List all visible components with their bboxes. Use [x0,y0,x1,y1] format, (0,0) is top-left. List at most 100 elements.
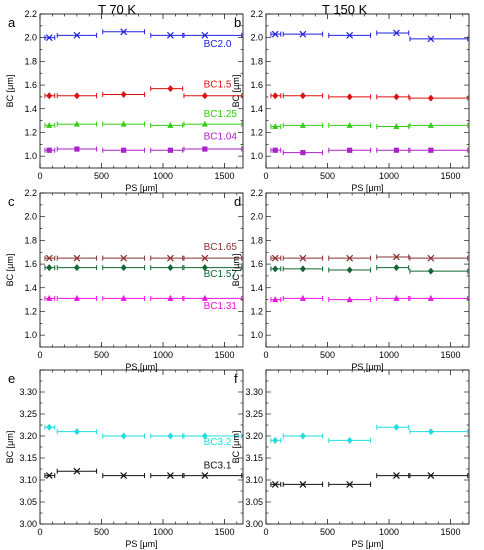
panel-b-data-point [346,121,353,128]
panel-c-data-point [120,264,127,272]
panel-c-y-axis-label: BC [μm] [5,254,15,287]
panel-b-y-tick-label: 1.0 [250,151,263,161]
panel-d-data-point [427,294,434,301]
panel-a-y-tick-label: 1.0 [24,151,37,161]
panel-b-y-tick-label: 2.0 [250,33,263,43]
panel-d-x-tick-label: 1500 [441,350,461,360]
panel-d-letter: d [234,194,241,209]
column-title-150k: T 150 K [322,2,368,17]
panel-d-data-point [299,294,306,301]
panel-c-frame [39,192,244,348]
panel-c-y-tick-label: 2.0 [24,212,37,222]
panel-a-data-point [46,121,53,128]
panel-b-data-point [272,123,279,130]
panel-b-y-tick-label: 1.2 [250,127,263,137]
panel-d-data-point [346,296,353,303]
panel-f-data-point [299,432,306,440]
panel-c-x-tick-label: 1500 [215,350,235,360]
panel-e-data-point [45,472,53,480]
panel-f-data-point [271,480,279,488]
panel-d-y-axis-label: BC [μm] [231,254,241,287]
panel-d-frame [265,192,470,348]
panel-e-y-tick-label: 3.25 [19,409,37,419]
panel-a-data-point [120,120,127,127]
panel-a-data-point [167,147,174,153]
panel-b-data-point [346,31,354,39]
panel-c-data-point [73,264,80,272]
panel-b-data-point [271,30,279,38]
panel-b-data-point [300,150,306,156]
panel-b-x-tick-label: 500 [320,171,335,181]
panel-a-x-tick-label: 0 [37,171,42,181]
panel-b-data-point [393,123,400,130]
panel-f-y-tick-label: 3.25 [245,409,263,419]
panel-c-data-point [73,294,80,301]
panel-e-y-tick-label: 3.30 [19,387,37,397]
panel-d-data-point [346,254,354,262]
panel-e-x-tick-label: 0 [37,527,42,537]
panel-b-y-tick-label: 1.6 [250,80,263,90]
panel-f-data-point [427,428,434,436]
panel-b-data-point [299,30,307,38]
panel-f-y-tick-label: 3.15 [245,453,263,463]
panel-c-y-tick-label: 2.2 [24,188,37,198]
panel-a-data-point [167,121,174,128]
panel-c-y-tick-label: 1.8 [24,235,37,245]
panel-a-data-point [46,92,53,100]
panel-c-x-tick-label: 1000 [153,350,173,360]
panel-a-letter: a [8,15,16,30]
panel-c-data-point [201,294,208,301]
panel-b-x-tick-label: 1000 [379,171,399,181]
panel-a-series-label: BC1.5 [204,79,232,90]
panel-b-y-tick-label: 1.8 [250,56,263,66]
panel-a-y-tick-label: 1.2 [24,127,37,137]
panel-c-series-label: BC1.65 [204,242,238,253]
panel-a-x-tick-label: 1000 [153,171,173,181]
column-title-70k: T 70 K [98,2,137,17]
panel-c-data-point [73,254,81,262]
panel-d-data-point [272,296,279,303]
panel-c-data-point [45,254,53,262]
panel-a-y-tick-label: 1.4 [24,104,37,114]
panel-c-y-tick-label: 1.2 [24,306,37,316]
panel-f-x-tick-label: 1500 [441,527,461,537]
panel-d-y-tick-label: 1.2 [250,306,263,316]
panel-a-x-tick-label: 500 [94,171,109,181]
panel-c-x-tick-label: 500 [94,350,109,360]
panel-b-data-point [427,94,434,102]
panel-a-x-tick-label: 1500 [215,171,235,181]
panel-d-x-tick-label: 500 [320,350,335,360]
panel-e-data-point [120,472,128,480]
panel-a-x-axis-label: PS [μm] [125,183,157,193]
panel-e-y-tick-label: 3.20 [19,431,37,441]
panel-a-series-label: BC2.0 [204,39,232,50]
panel-d-data-point [427,254,435,262]
panel-f-x-axis-label: PS [μm] [351,539,383,549]
panel-e-data-point [166,472,174,480]
panel-e-data-point [120,432,127,440]
panel-f-y-tick-label: 3.05 [245,497,263,507]
panel-e-letter: e [8,371,15,386]
panel-e-data-point [73,428,80,436]
panel-a-data-point [73,120,80,127]
panel-f-x-tick-label: 1000 [379,527,399,537]
panel-e-x-tick-label: 500 [94,527,109,537]
panel-c-data-point [201,254,209,262]
panel-a-data-point [46,147,52,153]
panel-f-letter: f [234,371,238,386]
panel-d-data-point [393,294,400,301]
panel-a-data-point [202,146,208,152]
panel-d-x-tick-label: 1000 [379,350,399,360]
panel-f-data-point [393,423,400,431]
panel-c-data-point [166,254,174,262]
panel-e-y-tick-label: 3.05 [19,497,37,507]
panel-a-data-point [45,34,53,42]
panel-a-data-point [120,91,127,99]
panel-b-data-point [299,121,306,128]
panel-d-data-point [427,267,434,275]
panel-f-y-tick-label: 3.20 [245,431,263,441]
panel-b-data-point [299,92,306,100]
panel-d-data-point [346,266,353,274]
panel-a-data-point [73,92,80,100]
panel-f-y-tick-label: 3.10 [245,475,263,485]
